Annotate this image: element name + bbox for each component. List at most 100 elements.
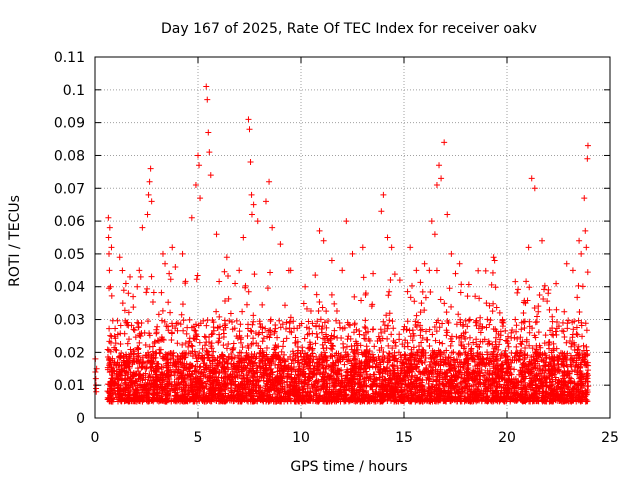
data-point bbox=[312, 340, 319, 347]
data-point bbox=[221, 317, 228, 324]
data-point bbox=[238, 339, 245, 346]
data-point bbox=[448, 303, 455, 310]
data-point bbox=[380, 349, 387, 356]
data-point bbox=[508, 350, 515, 357]
data-point bbox=[148, 273, 155, 280]
data-point bbox=[222, 297, 229, 304]
data-point bbox=[563, 339, 570, 346]
data-point bbox=[418, 339, 425, 346]
chart-title: Day 167 of 2025, Rate Of TEC Index for r… bbox=[161, 21, 537, 37]
data-point bbox=[237, 321, 244, 328]
data-point bbox=[443, 309, 450, 316]
data-point bbox=[518, 326, 525, 333]
data-point bbox=[422, 294, 429, 301]
data-point bbox=[439, 320, 446, 327]
data-point bbox=[121, 330, 128, 337]
data-point bbox=[470, 339, 477, 346]
data-point bbox=[341, 361, 348, 368]
data-point bbox=[526, 329, 533, 336]
data-point bbox=[358, 297, 365, 304]
data-point bbox=[391, 271, 398, 278]
data-point bbox=[361, 323, 368, 330]
data-point bbox=[396, 331, 403, 338]
data-point bbox=[356, 331, 363, 338]
data-point bbox=[282, 325, 289, 332]
data-point bbox=[203, 322, 210, 329]
data-point bbox=[487, 317, 494, 324]
data-point bbox=[363, 343, 370, 350]
data-point bbox=[473, 318, 480, 325]
data-point bbox=[248, 328, 255, 335]
data-point bbox=[150, 289, 157, 296]
data-point bbox=[259, 301, 266, 308]
data-point bbox=[196, 339, 203, 346]
data-point bbox=[445, 354, 452, 361]
data-point bbox=[220, 330, 227, 337]
data-point bbox=[433, 267, 440, 274]
data-point bbox=[272, 361, 279, 368]
data-point bbox=[567, 352, 574, 359]
data-point bbox=[204, 317, 211, 324]
data-point bbox=[386, 317, 393, 324]
data-point bbox=[386, 288, 393, 295]
data-point bbox=[250, 312, 257, 319]
data-point bbox=[281, 302, 288, 309]
data-point bbox=[426, 267, 433, 274]
data-point bbox=[161, 318, 168, 325]
data-point bbox=[180, 327, 187, 334]
data-point bbox=[404, 288, 411, 295]
data-point bbox=[272, 322, 279, 329]
data-point bbox=[564, 320, 571, 327]
data-point bbox=[194, 272, 201, 279]
data-point bbox=[271, 328, 278, 335]
data-point bbox=[316, 298, 323, 305]
data-point bbox=[413, 312, 420, 319]
data-point bbox=[360, 274, 367, 281]
data-point bbox=[504, 333, 511, 340]
data-point bbox=[299, 344, 306, 351]
data-point bbox=[132, 334, 139, 341]
data-point bbox=[156, 350, 163, 357]
data-point bbox=[383, 312, 390, 319]
data-point bbox=[167, 276, 174, 283]
data-point bbox=[394, 365, 401, 372]
data-point bbox=[526, 382, 533, 389]
data-point bbox=[433, 319, 440, 326]
data-point bbox=[125, 309, 132, 316]
data-point bbox=[573, 324, 580, 331]
data-point bbox=[458, 281, 465, 288]
data-point bbox=[137, 273, 144, 280]
data-point bbox=[396, 336, 403, 343]
data-point bbox=[283, 335, 290, 342]
data-point bbox=[112, 325, 119, 332]
data-point bbox=[343, 343, 350, 350]
data-point bbox=[323, 308, 330, 315]
data-point bbox=[404, 339, 411, 346]
data-point bbox=[583, 327, 590, 334]
data-point bbox=[238, 349, 245, 356]
data-point bbox=[216, 278, 223, 285]
data-point bbox=[209, 330, 216, 337]
data-point bbox=[301, 335, 308, 342]
data-point bbox=[251, 271, 258, 278]
data-point bbox=[385, 292, 392, 299]
data-point bbox=[388, 331, 395, 338]
data-point bbox=[130, 304, 137, 311]
data-point bbox=[429, 331, 436, 338]
data-point bbox=[274, 334, 281, 341]
data-point bbox=[502, 347, 509, 354]
data-point bbox=[521, 325, 528, 332]
data-point bbox=[259, 338, 266, 345]
data-point bbox=[426, 361, 433, 368]
data-point bbox=[223, 345, 230, 352]
data-point bbox=[576, 308, 583, 315]
data-point bbox=[208, 340, 215, 347]
data-point bbox=[579, 333, 586, 340]
data-point bbox=[174, 340, 181, 347]
data-point bbox=[526, 284, 533, 291]
data-point bbox=[417, 279, 424, 286]
data-point bbox=[233, 317, 240, 324]
data-point bbox=[584, 269, 591, 276]
data-point bbox=[423, 328, 430, 335]
data-point bbox=[348, 343, 355, 350]
